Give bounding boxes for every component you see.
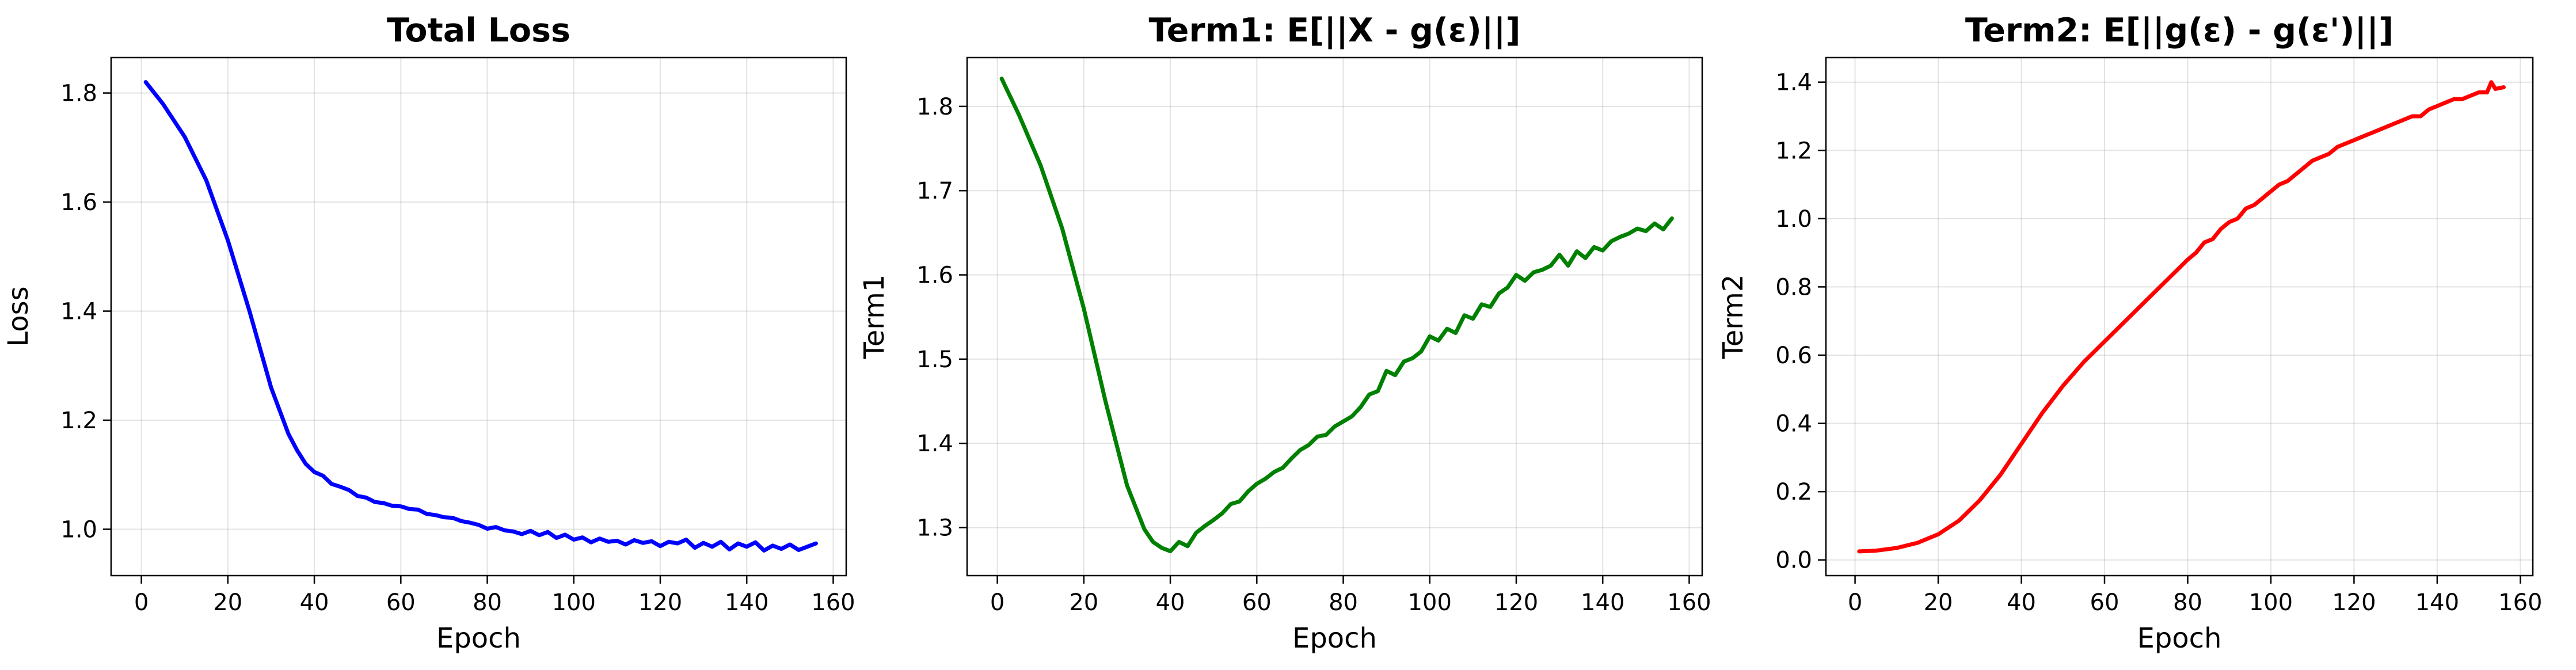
y-tick-label: 1.4 — [60, 299, 97, 325]
x-tick-label: 60 — [1242, 589, 1272, 616]
chart-panel-3: 0 20 40 60 80 100 120 140 160 0.0 0.2 0.4 0.6 0.8 1.0 1… — [1717, 12, 2543, 654]
x-tick-label: 80 — [2173, 589, 2202, 616]
x-tick-label: 100 — [1408, 589, 1452, 616]
x-axis-label: Epoch — [1292, 622, 1377, 654]
x-tick-label: 40 — [300, 589, 329, 616]
series-line-1 — [1857, 80, 2506, 554]
y-tick-label: 0.2 — [1775, 479, 1812, 505]
x-tick-label: 20 — [1924, 589, 1953, 616]
x-tick-label: 20 — [213, 589, 242, 616]
y-tick-label: 0.4 — [1775, 411, 1812, 437]
y-tick-label: 1.2 — [60, 408, 97, 434]
x-tick-label: 40 — [2007, 589, 2036, 616]
series-line-1 — [143, 80, 818, 553]
x-tick-label: 120 — [2332, 589, 2376, 616]
x-tick-label: 140 — [2415, 589, 2459, 616]
y-tick-label: 0.8 — [1775, 274, 1812, 300]
grid — [1826, 58, 2533, 576]
series-line-1 — [999, 77, 1674, 554]
chart-panel-1: 0 20 40 60 80 100 120 140 160 1.0 1.2 1.4 1.6 1.8 Tota… — [2, 12, 855, 654]
y-tick-label: 1.6 — [60, 189, 97, 216]
plot-frame — [1825, 56, 2534, 577]
x-axis-label: Epoch — [436, 622, 521, 654]
x-tick-label: 140 — [725, 589, 768, 616]
y-tick-label: 1.7 — [916, 178, 953, 204]
chart-title: Term1: E[||X - g(ε)||] — [1148, 12, 1520, 50]
y-tick-label: 1.3 — [916, 515, 953, 542]
chart-title: Term2: E[||g(ε) - g(ε')||] — [1965, 12, 2394, 50]
y-tick-label: 1.0 — [1775, 206, 1812, 233]
x-tick-label: 160 — [2498, 589, 2542, 616]
y-axis-label: Term2 — [1717, 275, 1749, 360]
x-tick-label: 80 — [1329, 589, 1358, 616]
x-tick-label: 60 — [2090, 589, 2120, 616]
y-tick-label: 1.0 — [60, 516, 97, 543]
plot-frame — [966, 56, 1703, 577]
x-tick-label: 20 — [1069, 589, 1098, 616]
x-tick-label: 0 — [990, 589, 1004, 616]
grid — [967, 58, 1702, 576]
y-tick-label: 1.8 — [60, 81, 97, 107]
y-tick-label: 0.6 — [1775, 342, 1812, 369]
x-tick-label: 0 — [1848, 589, 1862, 616]
x-tick-label: 0 — [134, 589, 149, 616]
plot-frame — [110, 56, 847, 577]
x-tick-label: 100 — [552, 589, 596, 616]
x-tick-label: 120 — [638, 589, 682, 616]
y-tick-label: 1.2 — [1775, 138, 1812, 164]
y-tick-label: 1.5 — [916, 347, 953, 373]
y-tick-label: 1.6 — [916, 262, 953, 289]
x-tick-label: 40 — [1156, 589, 1185, 616]
y-axis-label: Term1 — [858, 275, 891, 360]
x-tick-label: 120 — [1494, 589, 1538, 616]
x-tick-label: 160 — [811, 589, 855, 616]
y-tick-label: 1.4 — [916, 431, 953, 457]
chart-title: Total Loss — [387, 12, 570, 50]
x-tick-label: 140 — [1581, 589, 1624, 616]
chart-panel-2: 0 20 40 60 80 100 120 140 160 1.3 1.4 1.5 1.6 1.7 1.8 T… — [858, 12, 1711, 654]
grid — [111, 58, 846, 576]
x-tick-label: 100 — [2249, 589, 2293, 616]
y-tick-label: 1.8 — [916, 94, 953, 120]
y-tick-label: 0.0 — [1775, 547, 1812, 574]
y-tick-label: 1.4 — [1775, 70, 1812, 96]
x-axis-label: Epoch — [2137, 622, 2222, 654]
y-axis-label: Loss — [2, 286, 35, 347]
x-tick-label: 80 — [473, 589, 502, 616]
x-tick-label: 60 — [386, 589, 416, 616]
x-tick-label: 160 — [1667, 589, 1711, 616]
